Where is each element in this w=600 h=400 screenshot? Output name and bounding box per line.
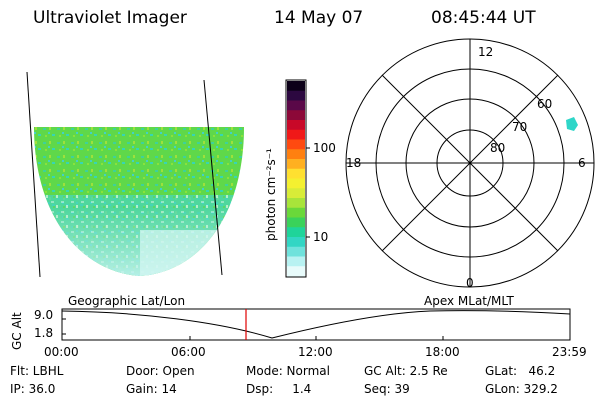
geo-map-label: Geographic Lat/Lon <box>68 294 186 308</box>
mode-status: Mode: Normal <box>246 364 330 378</box>
gain-status: Gain: 14 <box>126 382 177 396</box>
gc-alt-ylabel: GC Alt <box>10 312 24 350</box>
polar-aurora-patch <box>566 117 578 131</box>
colorbar-segment <box>287 207 305 218</box>
colorbar-tick-100: 100 <box>313 141 336 155</box>
polar-label-18: 18 <box>346 156 362 170</box>
gc-xtick-1: 06:00 <box>171 345 206 359</box>
polar-plot <box>345 38 595 288</box>
polar-label-lat70: 70 <box>512 120 528 134</box>
door-status: Door: Open <box>126 364 195 378</box>
polar-label-lat80: 80 <box>490 141 506 155</box>
polar-label-0: 0 <box>466 276 474 290</box>
colorbar-segment <box>287 81 305 92</box>
dsp-status: Dsp: 1.4 <box>246 382 312 396</box>
seq-status: Seq: 39 <box>364 382 410 396</box>
colorbar-segment <box>287 266 305 277</box>
uv-image <box>34 127 244 276</box>
glon-status: GLon: 329.2 <box>485 382 558 396</box>
polar-label-lat60: 60 <box>537 97 553 111</box>
colorbar-segment <box>287 139 305 150</box>
colorbar-segment <box>287 168 305 179</box>
apex-map-label: Apex MLat/MLT <box>424 294 514 308</box>
colorbar-segment <box>287 100 305 111</box>
colorbar-segment <box>287 159 305 170</box>
colorbar-segment <box>287 90 305 101</box>
colorbar-segment <box>287 178 305 189</box>
colorbar-tick-10: 10 <box>313 230 329 244</box>
colorbar-segment <box>287 217 305 228</box>
geo-meridian-left <box>26 71 41 278</box>
colorbar <box>285 79 310 278</box>
colorbar-segment <box>287 188 305 199</box>
filter-status: Flt: LBHL <box>10 364 64 378</box>
gc-alt-status: GC Alt: 2.5 Re <box>364 364 448 378</box>
gc-alt-plot <box>61 308 571 341</box>
colorbar-unit-label: photon cm⁻²s⁻¹ <box>264 148 278 241</box>
colorbar-segment <box>287 227 305 238</box>
gc-xtick-4: 23:59 <box>552 345 587 359</box>
colorbar-segment <box>287 149 305 160</box>
colorbar-segment <box>287 120 305 131</box>
polar-label-12: 12 <box>478 45 494 59</box>
glat-status: GLat: 46.2 <box>485 364 556 378</box>
colorbar-segment <box>287 198 305 209</box>
instrument-title: Ultraviolet Imager <box>33 8 187 28</box>
colorbar-segment <box>287 237 305 248</box>
geo-meridian-right <box>203 79 223 276</box>
colorbar-segment <box>287 110 305 121</box>
time-label: 08:45:44 UT <box>431 8 536 28</box>
ip-status: IP: 36.0 <box>10 382 56 396</box>
gc-alt-curve <box>61 310 571 339</box>
polar-label-6: 6 <box>578 156 586 170</box>
gc-xtick-2: 12:00 <box>298 345 333 359</box>
colorbar-segment <box>287 246 305 257</box>
date-label: 14 May 07 <box>274 8 364 28</box>
gc-alt-ymin: 1.8 <box>34 326 54 340</box>
colorbar-segment <box>287 129 305 140</box>
colorbar-segment <box>287 256 305 267</box>
gc-alt-ymax: 9.0 <box>34 308 54 322</box>
gc-xtick-3: 18:00 <box>425 345 460 359</box>
gc-xtick-0: 00:00 <box>44 345 79 359</box>
